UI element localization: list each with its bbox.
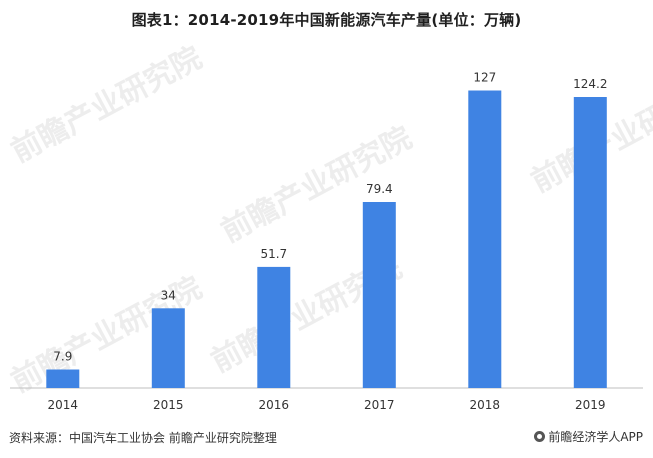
bar-2015: [151, 308, 185, 388]
brand-text: 前瞻经济学人APP: [548, 430, 643, 444]
data-label-2019: 124.2: [573, 77, 607, 91]
data-label-2014: 7.9: [53, 350, 72, 364]
bar-chart: 7.9 2014 34 2015 51.7 2016 79.4 2017 127 2018 124.…: [10, 71, 643, 412]
bar-2017: [362, 202, 396, 388]
x-tick-label-2016: 2016: [259, 398, 290, 412]
data-label-2016: 51.7: [260, 247, 287, 261]
bar-2018: [468, 90, 502, 388]
data-label-2017: 79.4: [366, 182, 393, 196]
x-tick-label-2019: 2019: [575, 398, 606, 412]
x-tick-label-2014: 2014: [48, 398, 79, 412]
data-label-2018: 127: [473, 71, 496, 85]
source-note: 资料来源：中国汽车工业协会 前瞻产业研究院整理: [9, 431, 277, 445]
data-label-2015: 34: [161, 288, 176, 302]
x-tick-label-2018: 2018: [470, 398, 501, 412]
x-tick-label-2017: 2017: [364, 398, 395, 412]
chart-title: 图表1：2014-2019年中国新能源汽车产量(单位：万辆): [131, 11, 522, 29]
x-tick-label-2015: 2015: [153, 398, 184, 412]
brand-label: 前瞻经济学人APP: [534, 428, 643, 445]
bar-2014: [46, 369, 80, 388]
qianzhan-logo-icon: [534, 431, 546, 442]
bar-2016: [257, 266, 291, 388]
bar-2019: [573, 97, 607, 388]
